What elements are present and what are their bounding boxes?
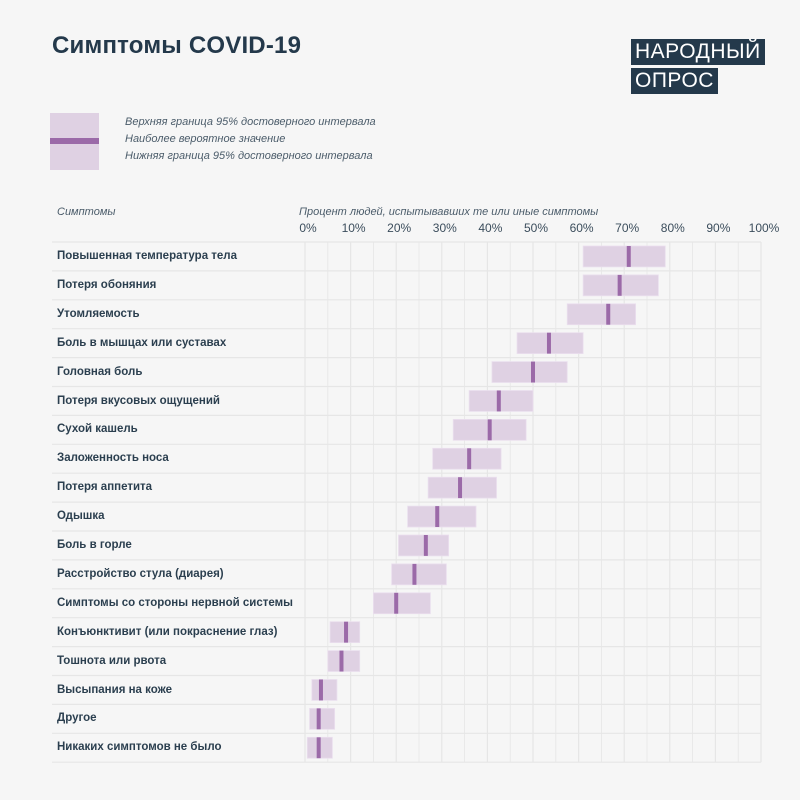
median-marker xyxy=(467,448,472,470)
legend-median-line xyxy=(50,138,99,144)
confidence-interval-bar xyxy=(491,361,568,383)
x-tick-label: 100% xyxy=(748,221,780,235)
median-marker xyxy=(617,274,622,296)
row-label: Боль в горле xyxy=(57,539,132,551)
row-label: Симптомы со стороны нервной системы xyxy=(57,596,293,609)
brand-line-1: НАРОДНЫЙ xyxy=(631,39,765,65)
median-marker xyxy=(606,303,611,325)
row-label: Другое xyxy=(57,712,97,725)
median-marker xyxy=(318,679,323,701)
x-tick-label: 40% xyxy=(478,221,503,235)
median-marker xyxy=(344,621,349,643)
x-tick-label: 80% xyxy=(660,221,685,235)
confidence-interval-bar xyxy=(398,534,450,557)
median-marker xyxy=(339,650,344,672)
row-label: Утомляемость xyxy=(57,307,140,320)
row-label: Одышка xyxy=(57,510,105,523)
legend-swatch xyxy=(50,113,99,170)
median-marker xyxy=(458,477,463,499)
row-label: Потеря обоняния xyxy=(57,278,157,291)
x-tick-label: 50% xyxy=(523,221,549,235)
median-marker xyxy=(316,737,321,759)
brand-line-2: ОПРОС xyxy=(631,68,718,94)
row-label: Потеря аппетита xyxy=(57,481,153,494)
row-label: Потеря вкусовых ощущений xyxy=(57,394,220,407)
median-marker xyxy=(487,419,492,441)
row-label: Расстройство стула (диарея) xyxy=(57,567,224,580)
x-tick-label: 30% xyxy=(432,221,457,235)
median-marker xyxy=(394,592,399,614)
median-marker xyxy=(423,535,428,556)
confidence-interval-bar xyxy=(311,679,338,701)
confidence-interval-bar xyxy=(566,303,637,326)
legend-upper-label: Верхняя граница 95% достоверного интерва… xyxy=(125,116,376,128)
row-label: Повышенная температура тела xyxy=(57,250,238,262)
confidence-interval-bar xyxy=(372,592,431,615)
confidence-interval-bar xyxy=(582,245,666,268)
x-tick-label: 0% xyxy=(299,221,317,235)
x-tick-label: 70% xyxy=(615,221,640,235)
row-label: Конъюнктивит (или покраснение глаз) xyxy=(57,625,278,638)
chart-title: Симптомы COVID-19 xyxy=(52,32,302,59)
confidence-interval-bar xyxy=(468,390,534,412)
median-marker xyxy=(626,246,631,267)
row-label: Никаких симптомов не было xyxy=(57,741,222,754)
median-marker xyxy=(316,708,321,730)
median-marker xyxy=(546,332,551,354)
x-tick-label: 10% xyxy=(341,221,366,235)
x-tick-label: 60% xyxy=(569,221,594,235)
confidence-interval-bar xyxy=(427,476,497,499)
row-label: Боль в мышцах или суставах xyxy=(57,336,227,349)
median-marker xyxy=(531,361,535,383)
row-header: Симптомы xyxy=(57,206,116,218)
confidence-interval-bar xyxy=(309,708,336,730)
legend-lower-label: Нижняя граница 95% достоверного интервал… xyxy=(125,150,373,162)
median-marker xyxy=(435,506,440,527)
row-label: Высыпания на коже xyxy=(57,683,173,696)
row-label: Головная боль xyxy=(57,365,143,378)
x-axis-label: Процент людей, испытывавших те или иные … xyxy=(299,206,599,218)
legend-median-label: Наиболее вероятное значение xyxy=(125,133,286,145)
row-label: Тошнота или рвота xyxy=(57,654,167,667)
brand-logo: НАРОДНЫЙ ОПРОС xyxy=(631,39,765,97)
row-label: Заложенность носа xyxy=(57,452,169,465)
row-label: Сухой кашель xyxy=(57,423,138,436)
x-tick-label: 90% xyxy=(706,221,731,235)
x-tick-label: 20% xyxy=(387,221,412,235)
confidence-interval-bar xyxy=(391,563,447,586)
confidence-interval-bar xyxy=(327,650,361,672)
confidence-interval-bar xyxy=(432,447,502,470)
confidence-interval-bar xyxy=(407,505,477,528)
median-marker xyxy=(496,390,501,412)
median-marker xyxy=(412,563,417,585)
